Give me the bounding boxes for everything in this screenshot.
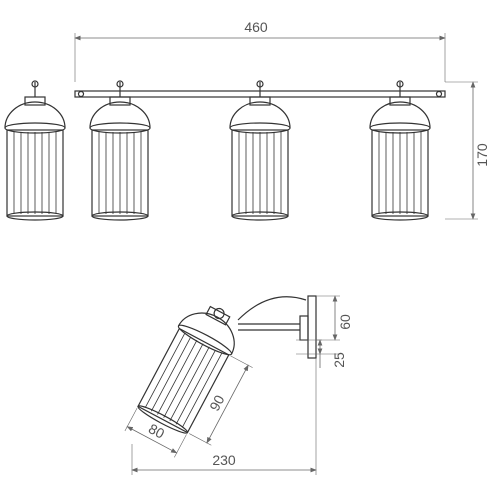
wall-plate [308,296,316,358]
dim-60: 60 [337,314,353,330]
top-view: 460 170 [75,19,490,220]
dim-460: 460 [244,19,268,35]
dim-170: 170 [474,143,490,167]
side-view: 80 90 230 25 60 [123,295,353,475]
lamp-2 [230,81,290,220]
lamp-1 [90,81,150,220]
dim-230: 230 [212,452,236,468]
lamp-3 [370,81,430,220]
dim-25: 25 [331,352,347,368]
